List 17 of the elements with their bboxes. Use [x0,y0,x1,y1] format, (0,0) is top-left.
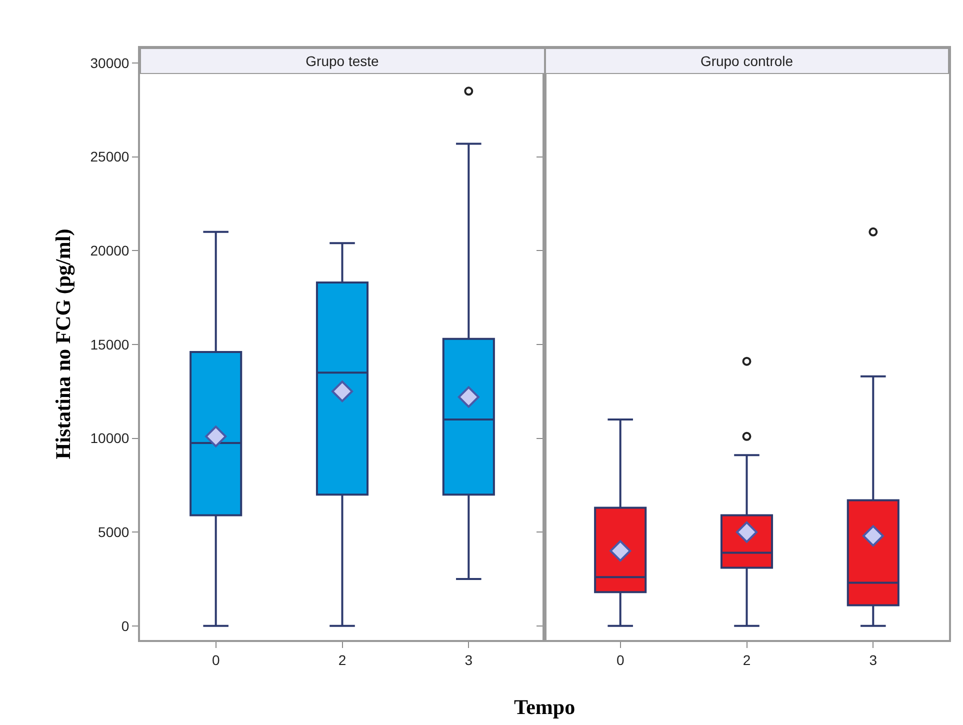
x-tick-label: 2 [742,652,751,668]
y-tick-label: 20000 [90,242,130,259]
y-axis-title: Histatina no FCG (pg/ml) [50,228,75,460]
y-tick-label: 30000 [90,54,130,71]
x-axis-title: Tempo [514,695,576,719]
panel-header: Grupo controle [544,48,949,74]
y-tick-label: 0 [121,618,130,634]
x-tick-label: 0 [616,652,624,668]
y-tick-label: 25000 [90,148,130,165]
y-tick-label: 5000 [98,524,130,540]
x-tick-label: 3 [869,652,878,668]
y-tick-label: 10000 [90,430,130,446]
x-tick-label: 2 [338,652,346,668]
x-tick-label: 0 [212,652,220,668]
x-tick-label: 3 [464,652,473,668]
panel-header: Grupo teste [140,48,544,74]
y-tick-label: 15000 [90,336,130,352]
